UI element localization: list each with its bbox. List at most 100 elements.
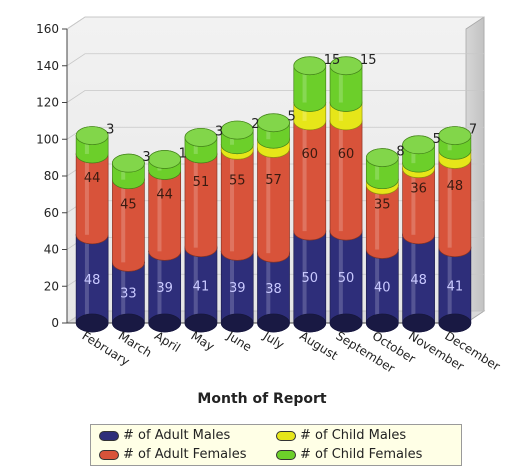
x-tick-label: August	[297, 329, 340, 363]
y-tick-label: 120	[36, 96, 59, 110]
x-tick-label: April	[152, 329, 183, 355]
legend-swatch-child-males	[276, 430, 296, 441]
bar-segment-highlight	[302, 65, 307, 103]
data-label: 7	[469, 123, 477, 138]
bar-segment-highlight	[121, 262, 126, 323]
bar-segment-body	[402, 168, 435, 245]
bar-segment-highlight	[302, 102, 307, 121]
data-label: 44	[156, 188, 173, 203]
bar-segment	[257, 139, 290, 263]
data-label: 40	[374, 280, 391, 295]
data-label: 60	[301, 147, 318, 162]
data-label: 39	[229, 281, 246, 296]
bar-segment-highlight	[411, 144, 416, 164]
bar-segment-highlight	[338, 231, 343, 323]
data-label: 60	[338, 147, 355, 162]
bar-segment-base	[257, 313, 290, 333]
data-label: 33	[120, 287, 137, 302]
bar-segment-highlight	[375, 185, 380, 250]
bar-segment-highlight	[338, 120, 343, 232]
y-tick-label: 0	[51, 316, 59, 330]
y-tick-label: 140	[36, 59, 59, 73]
bar-segment-highlight	[411, 234, 416, 323]
bar-segment	[293, 221, 327, 333]
bar-segment-body	[148, 170, 182, 261]
legend-label: # of Child Females	[300, 447, 423, 462]
bar-segment-highlight	[121, 179, 126, 263]
data-label: 41	[447, 279, 464, 294]
legend-label: # of Adult Males	[123, 428, 231, 443]
bar-segment-base	[184, 313, 218, 333]
data-label: 45	[120, 197, 137, 212]
data-label: 50	[338, 271, 355, 286]
y-tick-label: 100	[36, 132, 59, 146]
bar-segment	[293, 111, 327, 241]
bar-segment-body	[293, 65, 327, 112]
data-label: 48	[84, 273, 101, 288]
data-label: 3	[106, 123, 114, 138]
bar-top-cap	[402, 135, 435, 155]
bar-segment-highlight	[157, 251, 162, 323]
x-tick-label: July	[260, 328, 287, 352]
data-label: 44	[84, 171, 101, 186]
bar-segment-base	[329, 313, 363, 333]
bar-segment-body	[293, 120, 327, 241]
bar-segment-highlight	[230, 251, 235, 323]
bar-segment-body	[112, 179, 145, 272]
bar-segment-base	[75, 313, 109, 333]
legend-swatch-child-females	[276, 449, 296, 460]
bar-top-cap	[112, 153, 145, 173]
data-label: 2	[251, 117, 259, 132]
bar-segment-body	[184, 153, 218, 258]
bar-segment-body	[257, 148, 290, 263]
bar-segment-highlight	[447, 247, 452, 323]
bar-segment-highlight	[447, 159, 452, 248]
legend-label: # of Child Males	[300, 428, 407, 443]
bar-top-cap	[293, 56, 327, 76]
bar-segment-body	[329, 65, 363, 112]
bar-segment-highlight	[266, 253, 271, 323]
bar-segment-highlight	[84, 234, 89, 323]
bar-segment	[329, 111, 363, 241]
y-tick-label: 160	[36, 22, 59, 36]
data-label: 48	[410, 273, 427, 288]
bar-top-cap	[75, 126, 109, 145]
bar-segment-highlight	[302, 231, 307, 323]
bar-segment-body	[365, 184, 399, 259]
gridline	[66, 53, 484, 67]
bar-segment-body	[329, 120, 363, 241]
bar-top-cap	[257, 113, 290, 133]
bar-segment-body	[220, 149, 254, 261]
data-label: 5	[288, 110, 296, 125]
bar-segment-highlight	[338, 65, 343, 103]
x-tick-label: June	[224, 328, 254, 354]
x-tick-label: May	[188, 329, 216, 354]
bar-top-cap	[184, 128, 218, 147]
bar-top-cap	[148, 150, 182, 169]
data-label: 51	[193, 175, 210, 190]
y-tick-label: 80	[44, 169, 59, 183]
x-axis-title: Month of Report	[197, 391, 326, 407]
bar-segment-highlight	[266, 148, 271, 254]
data-label: 38	[265, 282, 282, 297]
legend-item-adult-males: # of Adult Males	[99, 426, 276, 445]
bar-segment-body	[438, 159, 472, 258]
bar-segment-highlight	[193, 247, 198, 323]
data-label: 15	[360, 53, 377, 68]
bar-top-cap	[329, 56, 363, 76]
data-label: 50	[301, 271, 318, 286]
bar-segment-body	[75, 153, 109, 245]
legend-label: # of Adult Females	[123, 447, 247, 462]
bar-segment-base	[438, 313, 472, 333]
y-tick-label: 40	[44, 243, 59, 257]
gridline	[66, 16, 484, 30]
data-label: 1	[179, 146, 187, 161]
legend-item-child-females: # of Child Females	[276, 445, 453, 464]
y-tick-label: 20	[44, 279, 59, 293]
bar-segment-highlight	[230, 150, 235, 252]
bar-segment-base	[293, 313, 327, 333]
bar-segment-base	[220, 313, 254, 333]
legend-swatch-adult-females	[99, 449, 119, 460]
